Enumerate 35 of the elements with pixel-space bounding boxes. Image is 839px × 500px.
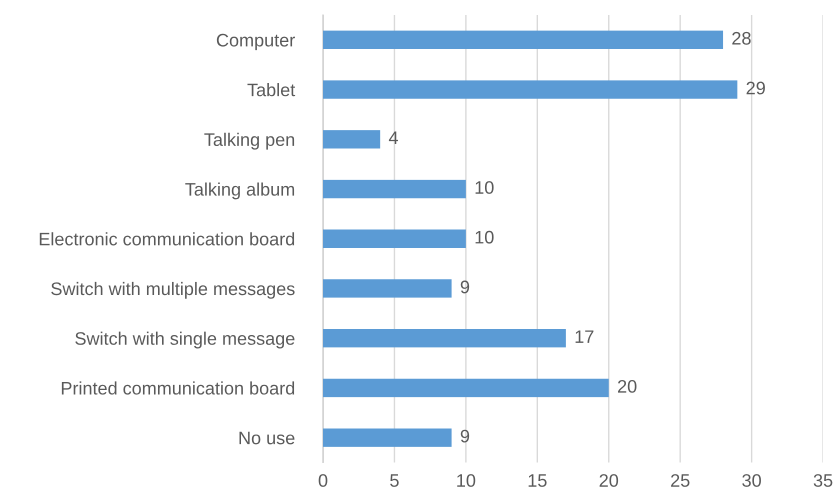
data-label: 10 — [476, 230, 494, 244]
x-tick-label: 15 — [528, 474, 547, 487]
y-tick-label: Talking pen — [204, 132, 294, 150]
data-label: 9 — [460, 280, 470, 294]
bar — [323, 328, 566, 348]
x-tick-label: 20 — [600, 474, 618, 487]
data-label: 29 — [746, 82, 765, 94]
x-tick-label: 30 — [742, 474, 761, 487]
data-label: 10 — [476, 181, 494, 194]
data-label: 17 — [576, 330, 594, 343]
y-tick-label: No use — [240, 432, 294, 444]
y-tick-label: Electronic communication board — [40, 232, 294, 246]
data-label: 4 — [388, 132, 398, 144]
y-tick-label: Tablet — [247, 83, 296, 96]
x-tick-label: 25 — [671, 474, 690, 487]
bar — [323, 428, 452, 447]
y-tick-label: Switch with single message — [75, 332, 294, 348]
y-tick-label: Printed communication board — [62, 381, 294, 395]
data-label: 9 — [460, 430, 470, 442]
y-tick-label: Talking album — [185, 182, 294, 200]
bar — [323, 180, 466, 198]
bar — [323, 80, 738, 99]
data-label: 28 — [732, 32, 751, 45]
x-tick-label: 0 — [318, 474, 328, 487]
x-tick-label: 35 — [814, 474, 832, 487]
data-label: 20 — [618, 380, 636, 393]
bar — [323, 130, 380, 149]
bar — [323, 378, 609, 398]
bar — [323, 230, 466, 248]
x-tick-label: 10 — [457, 474, 476, 487]
bar — [323, 30, 724, 50]
bar — [323, 279, 452, 298]
x-tick-label: 5 — [390, 474, 399, 487]
y-tick-label: Computer — [216, 34, 295, 50]
y-tick-label: Switch with multiple messages — [51, 282, 295, 299]
